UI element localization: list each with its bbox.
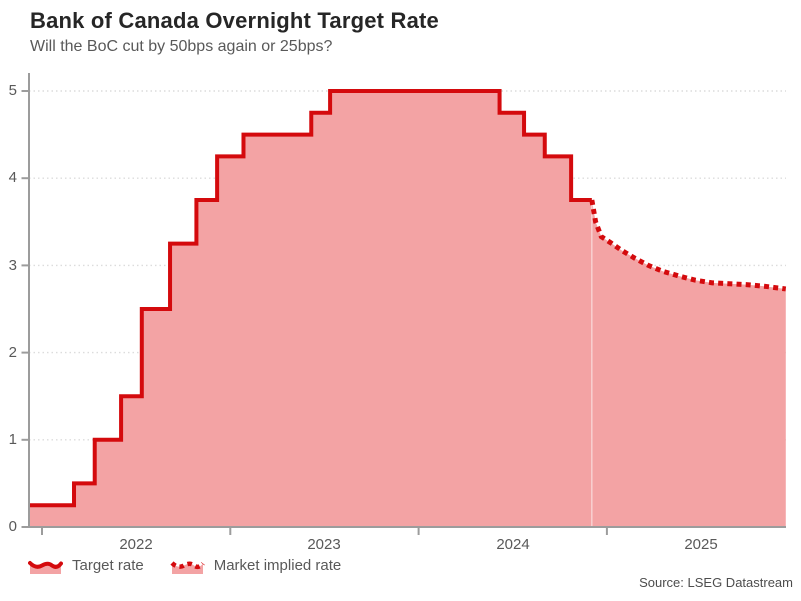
legend-item-target-rate: Target rate xyxy=(28,556,144,575)
page-title: Bank of Canada Overnight Target Rate xyxy=(30,8,439,33)
x-axis-label-2022: 2022 xyxy=(119,536,153,553)
y-axis-label-1: 1 xyxy=(8,431,17,448)
legend: Target rate Market implied rate xyxy=(28,556,341,575)
target-rate-legend-icon xyxy=(28,561,63,574)
x-axis-label-2024: 2024 xyxy=(496,536,530,553)
y-axis-label-0: 0 xyxy=(8,518,17,535)
y-axis-label-2: 2 xyxy=(8,344,17,361)
x-axis-label-2025: 2025 xyxy=(684,536,718,553)
market-implied-legend-icon xyxy=(170,561,205,574)
legend-label-market-implied-rate: Market implied rate xyxy=(213,557,342,574)
legend-item-market-implied-rate: Market implied rate xyxy=(170,556,342,575)
page-subtitle: Will the BoC cut by 50bps again or 25bps… xyxy=(30,38,333,55)
x-axis-label-2023: 2023 xyxy=(307,536,341,553)
legend-label-target-rate: Target rate xyxy=(72,557,144,574)
y-axis-label-5: 5 xyxy=(8,82,17,99)
y-axis-label-4: 4 xyxy=(8,169,17,186)
source-credit: Source: LSEG Datastream xyxy=(639,575,793,590)
y-axis-label-3: 3 xyxy=(8,257,17,274)
